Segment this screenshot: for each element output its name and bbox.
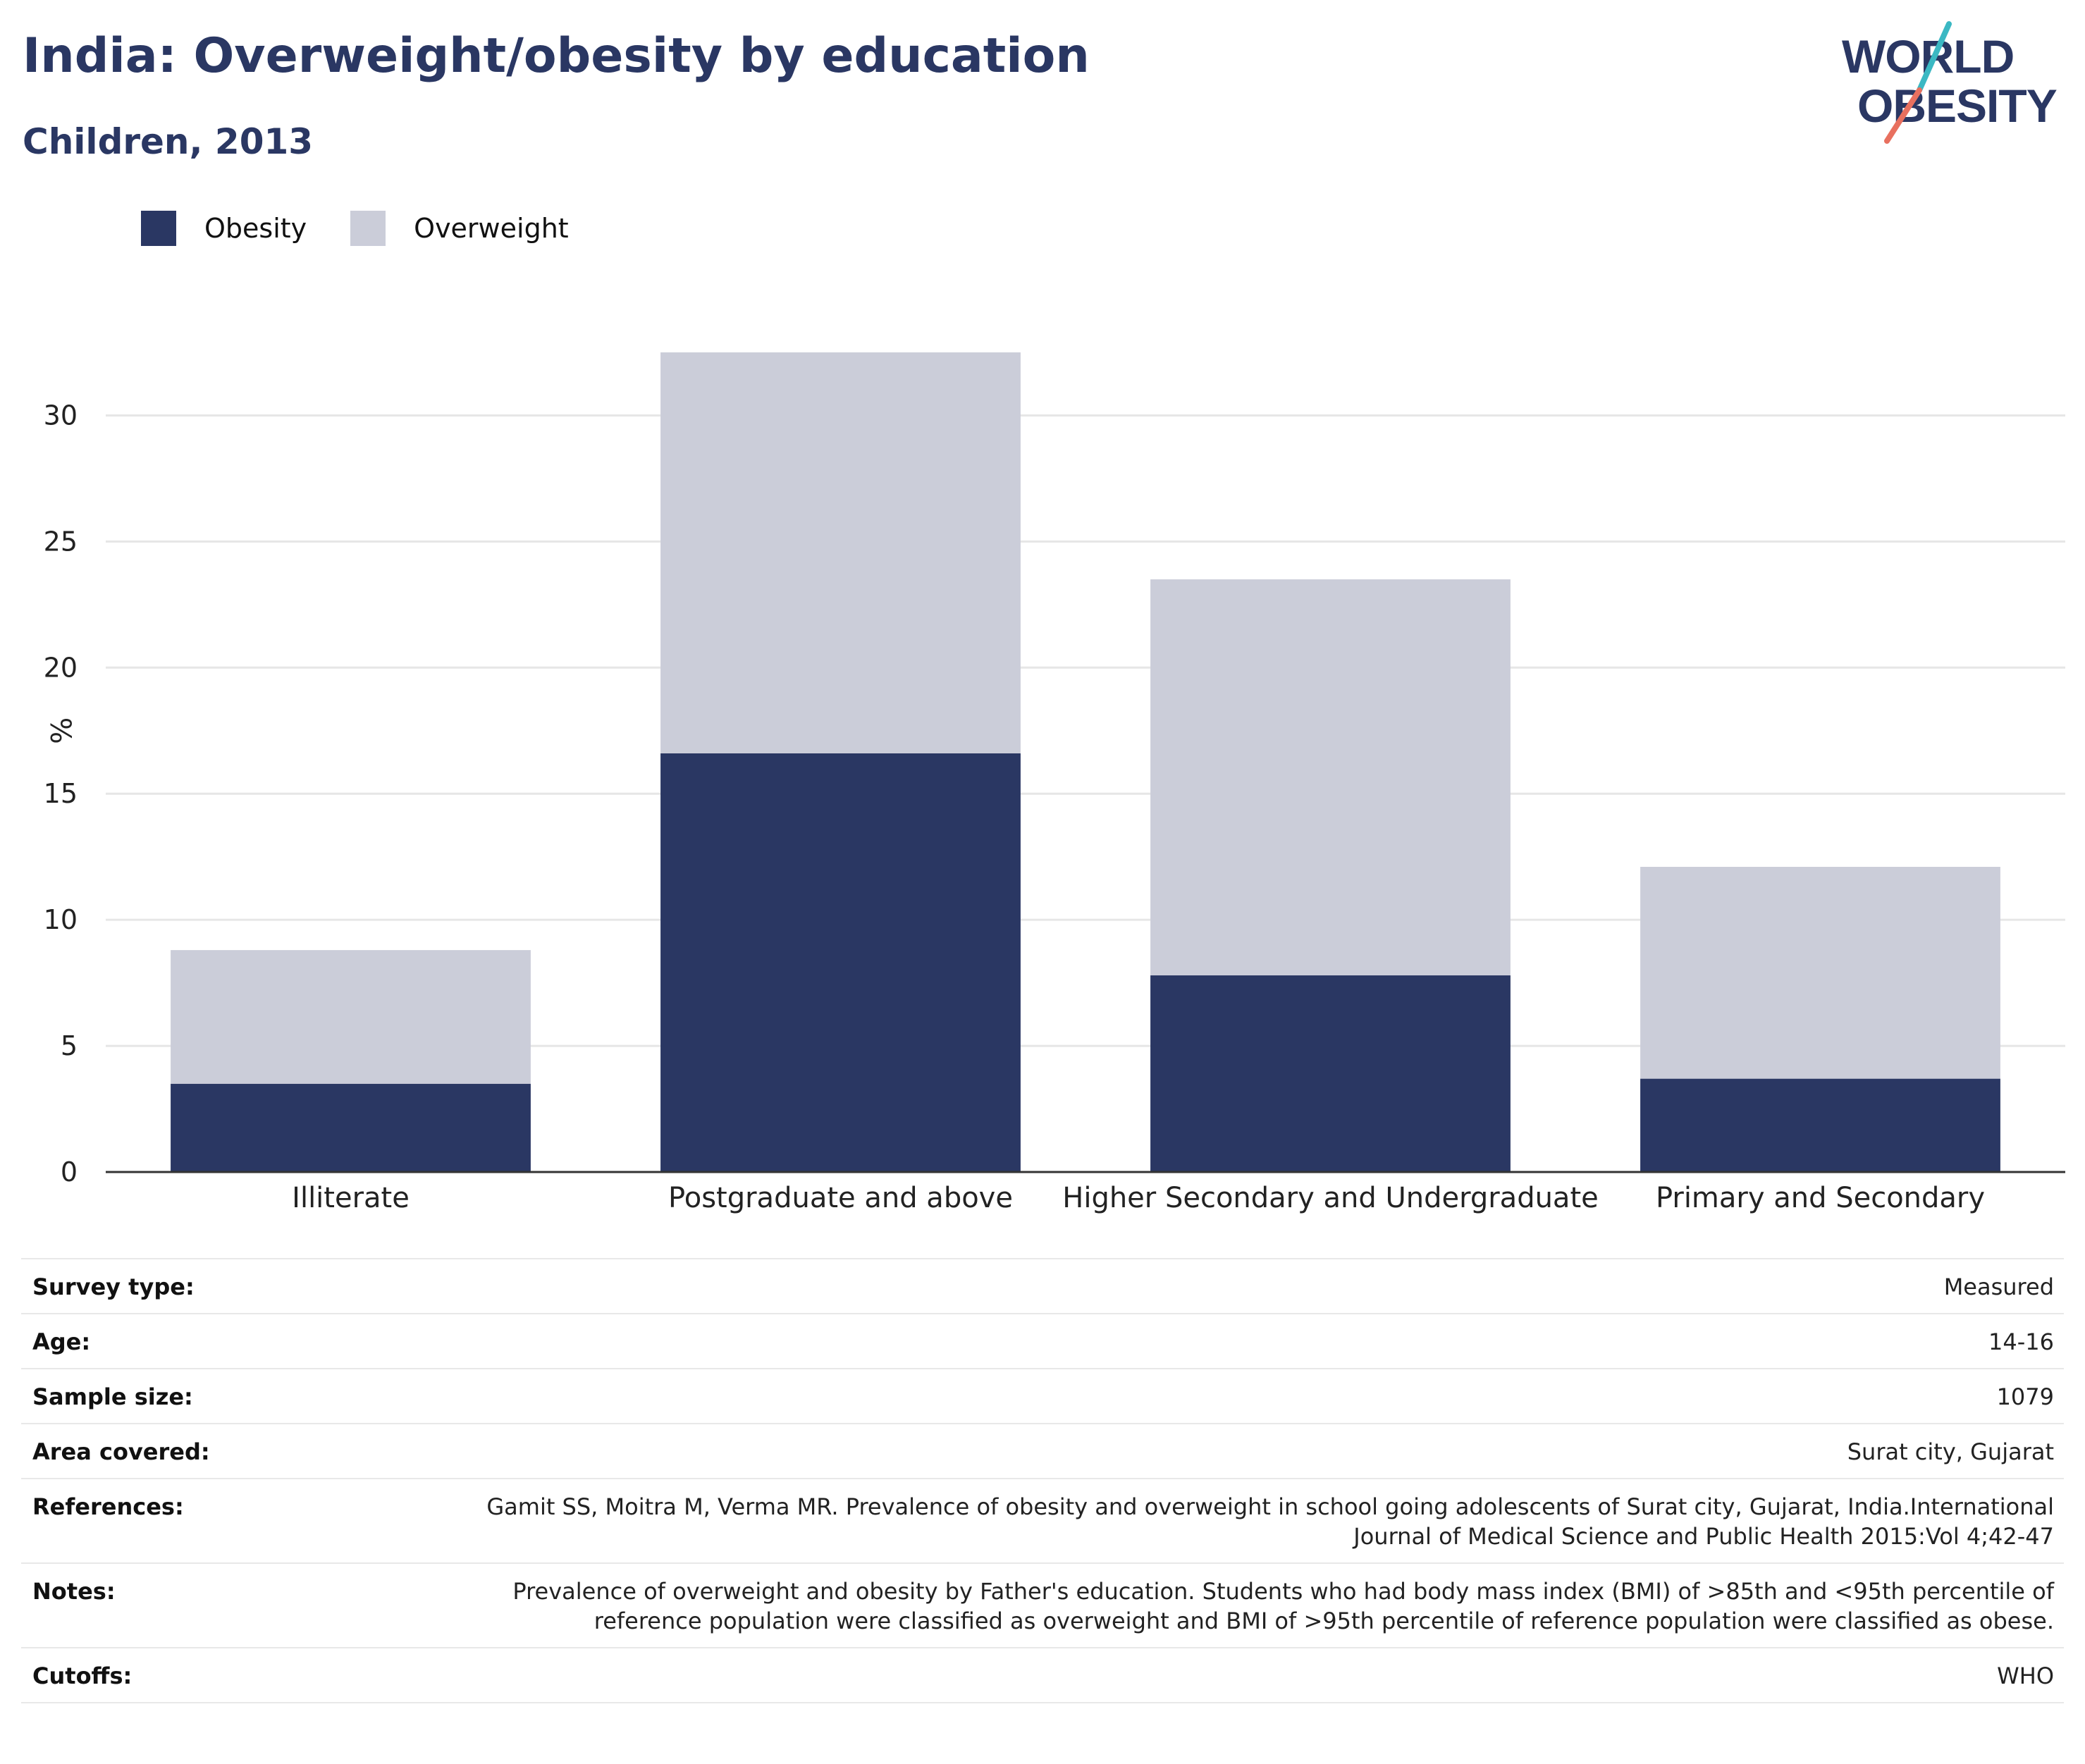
x-tick-label: Higher Secondary and Undergraduate: [1062, 1182, 1599, 1214]
info-value: Gamit SS, Moitra M, Verma MR. Prevalence…: [465, 1478, 2064, 1564]
survey-info-table: Survey type: Measured Age: 14-16 Sample …: [21, 1258, 2064, 1703]
info-value: 14-16: [465, 1313, 2064, 1369]
stacked-bar-chart: 0 5 10 15 20 25 30% Illiterate Postgraduate and …: [44, 352, 2065, 1214]
bar-obesity-2: [660, 753, 1021, 1172]
info-value: 1079: [465, 1368, 2064, 1424]
info-row-sample-size: Sample size: 1079: [21, 1368, 2064, 1424]
y-tick-label: 15: [44, 778, 78, 809]
info-key: Survey type:: [21, 1258, 465, 1314]
info-row-cutoffs: Cutoffs: WHO: [21, 1647, 2064, 1703]
info-row-references: References: Gamit SS, Moitra M, Verma MR…: [21, 1478, 2064, 1564]
legend-item-obesity[interactable]: Obesity: [141, 211, 307, 246]
x-tick-label: Postgraduate and above: [668, 1182, 1013, 1214]
legend-swatch-obesity: [141, 211, 176, 246]
legend-label-obesity: Obesity: [204, 213, 307, 244]
y-tick-label: 5: [61, 1030, 78, 1061]
y-tick-label: 25: [44, 526, 78, 557]
info-value: Surat city, Gujarat: [465, 1423, 2064, 1479]
chart-legend: Obesity Overweight: [141, 209, 613, 248]
y-axis-title: %: [44, 717, 76, 744]
world-obesity-logo: WORLD OBESITY: [1842, 21, 2058, 144]
info-row-notes: Notes: Prevalence of overweight and obes…: [21, 1562, 2064, 1648]
info-value: Measured: [465, 1258, 2064, 1314]
x-tick-label: Illiterate: [292, 1182, 410, 1214]
bar-obesity-4: [1640, 1078, 2000, 1172]
logo-accent-coral: [1884, 87, 1922, 144]
info-key: Notes:: [21, 1562, 465, 1648]
info-key: Cutoffs:: [21, 1647, 465, 1703]
info-row-age: Age: 14-16: [21, 1313, 2064, 1369]
info-key: Sample size:: [21, 1368, 465, 1424]
bar-overweight-2: [660, 352, 1021, 753]
legend-label-overweight: Overweight: [414, 213, 569, 244]
legend-swatch-overweight: [350, 211, 386, 246]
info-key: References:: [21, 1478, 465, 1564]
chart-subtitle: Children, 2013: [23, 121, 314, 162]
y-tick-label: 20: [44, 652, 78, 683]
info-key: Area covered:: [21, 1423, 465, 1479]
logo-line-2: OBESITY: [1857, 80, 2057, 132]
y-tick-label: 30: [44, 400, 78, 431]
bar-obesity-3: [1150, 975, 1511, 1172]
y-tick-label: 0: [61, 1157, 78, 1188]
logo-accent-teal: [1917, 21, 1952, 93]
info-key: Age:: [21, 1313, 465, 1369]
chart-title: India: Overweight/obesity by education: [23, 28, 1090, 84]
bar-obesity-1: [171, 1083, 531, 1172]
y-tick-label: 10: [44, 904, 78, 935]
x-tick-label: Primary and Secondary: [1656, 1182, 1985, 1214]
bar-overweight-3: [1150, 579, 1511, 975]
info-row-survey-type: Survey type: Measured: [21, 1258, 2064, 1314]
bar-overweight-4: [1640, 867, 2000, 1079]
legend-item-overweight[interactable]: Overweight: [350, 211, 569, 246]
bar-overweight-1: [171, 950, 531, 1084]
info-row-area-covered: Area covered: Surat city, Gujarat: [21, 1423, 2064, 1479]
info-value: WHO: [465, 1647, 2064, 1703]
info-value: Prevalence of overweight and obesity by …: [465, 1562, 2064, 1648]
